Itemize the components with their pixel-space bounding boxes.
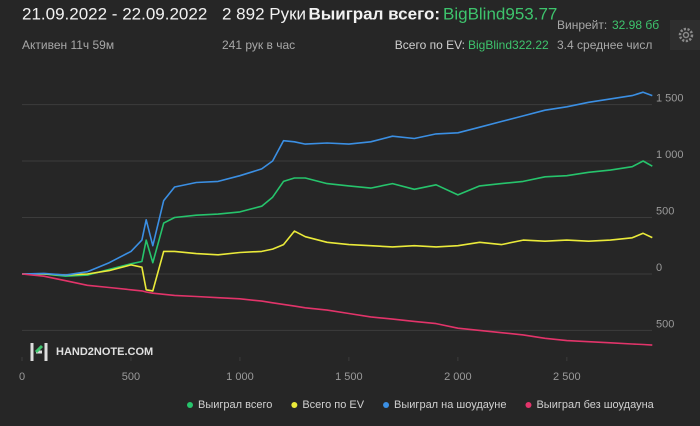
avg-label: 3.4 среднее числ xyxy=(557,38,652,52)
x-tick-label: 1 000 xyxy=(226,371,254,383)
legend-label: Всего по EV xyxy=(302,399,364,411)
logo-icon xyxy=(30,343,48,361)
ev-value: BigBlind322.22 xyxy=(468,38,549,52)
y-tick-label: 1 500 xyxy=(656,92,684,104)
series-line xyxy=(22,160,653,277)
x-tick-label: 500 xyxy=(122,371,140,383)
active-time: Активен 11ч 59м xyxy=(22,38,114,52)
winrate-value: 32.98 бб xyxy=(612,18,659,32)
hands-per-hour: 241 рук в час xyxy=(222,38,295,52)
series-line xyxy=(21,273,653,346)
x-tick-label: 2 500 xyxy=(553,371,581,383)
legend-label: Выиграл всего xyxy=(198,399,272,411)
winrate-label: Винрейт: xyxy=(557,18,607,32)
hands: 2 892 Руки xyxy=(222,4,306,23)
x-tick-label: 0 xyxy=(19,371,25,383)
won-label: Выиграл всего: xyxy=(308,4,440,23)
date-range: 21.09.2022 - 22.09.2022 xyxy=(22,4,207,23)
legend-label: Выиграл без шоудауна xyxy=(536,399,654,411)
ev-label: Всего по EV: xyxy=(395,38,465,52)
legend-marker xyxy=(525,402,532,408)
y-tick-label: 500 xyxy=(656,318,674,330)
series-line xyxy=(21,91,653,276)
x-tick-label: 1 500 xyxy=(335,371,363,383)
y-tick-label: 500 xyxy=(656,205,674,217)
gear-icon xyxy=(678,27,694,43)
watermark: HAND2NOTE.COM xyxy=(56,346,153,358)
legend-marker xyxy=(187,402,193,408)
y-tick-label: 1 000 xyxy=(656,149,684,161)
legend-marker xyxy=(291,402,298,408)
won-value: BigBlind953.77 xyxy=(443,4,557,23)
x-tick-label: 2 000 xyxy=(444,371,472,383)
legend-marker xyxy=(383,402,390,408)
legend-label: Выиграл на шоудауне xyxy=(394,399,506,411)
series-line xyxy=(22,230,653,292)
settings-button[interactable] xyxy=(670,20,700,50)
y-tick-label: 0 xyxy=(656,262,662,274)
